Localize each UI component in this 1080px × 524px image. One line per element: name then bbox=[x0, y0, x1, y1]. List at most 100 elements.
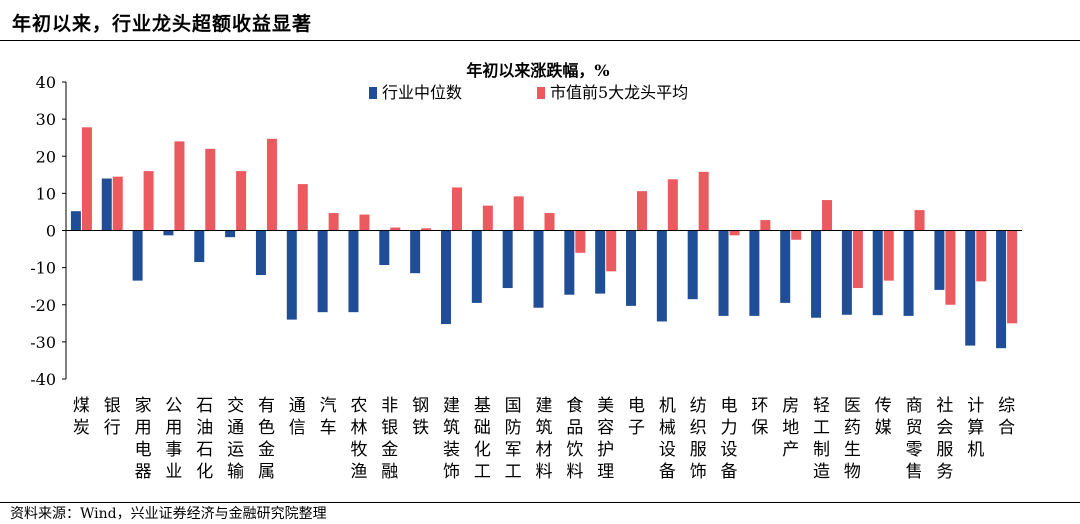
bar-top5-23 bbox=[760, 220, 771, 231]
bar-median-19 bbox=[626, 230, 637, 306]
x-tick-label: 公用事业 bbox=[165, 396, 182, 482]
bar-median-11 bbox=[379, 230, 390, 266]
bar-top5-25 bbox=[822, 200, 833, 231]
x-tick-label: 纺织服饰 bbox=[690, 396, 707, 482]
x-tick-label: 电子 bbox=[628, 396, 645, 438]
bar-median-21 bbox=[687, 230, 698, 300]
bar-top5-6 bbox=[236, 171, 247, 231]
x-tick-label: 计算机 bbox=[967, 396, 984, 460]
bar-top5-21 bbox=[698, 171, 709, 231]
header: 年初以来，行业龙头超额收益显著 bbox=[0, 0, 1080, 40]
y-tick-label: 20 bbox=[36, 147, 56, 166]
x-tick-label: 汽车 bbox=[320, 396, 337, 438]
x-tick-label: 轻工制造 bbox=[813, 396, 830, 482]
x-tick-label: 房地产 bbox=[782, 396, 799, 460]
bar-top5-7 bbox=[266, 138, 277, 231]
bar-median-16 bbox=[533, 230, 544, 308]
bar-median-17 bbox=[564, 230, 575, 295]
bar-top5-9 bbox=[328, 213, 339, 231]
x-tick-label: 建筑装饰 bbox=[443, 396, 460, 482]
bar-top5-11 bbox=[390, 227, 401, 231]
bar-median-12 bbox=[410, 230, 421, 274]
x-tick-label: 通信 bbox=[289, 396, 306, 438]
x-tick-label: 钢铁 bbox=[412, 396, 429, 438]
bar-median-15 bbox=[502, 230, 513, 289]
y-tick-label: 40 bbox=[36, 73, 56, 92]
bar-top5-31 bbox=[1007, 230, 1018, 324]
bar-top5-13 bbox=[451, 187, 462, 231]
bar-median-27 bbox=[872, 230, 883, 316]
x-tick-label: 社会服务 bbox=[936, 396, 953, 482]
x-tick-label: 银行 bbox=[104, 396, 121, 438]
bar-median-3 bbox=[132, 230, 143, 281]
x-tick-label: 农林牧渔 bbox=[350, 396, 367, 482]
bar-top5-30 bbox=[976, 230, 987, 282]
bar-top5-3 bbox=[143, 171, 154, 231]
bar-median-22 bbox=[718, 230, 729, 316]
x-tick-label: 基础化工 bbox=[474, 396, 491, 482]
bar-median-28 bbox=[903, 230, 914, 316]
page-title: 年初以来，行业龙头超额收益显著 bbox=[12, 13, 313, 35]
x-tick-label: 石油石化 bbox=[196, 396, 213, 482]
bar-median-5 bbox=[194, 230, 205, 263]
x-tick-label: 环保 bbox=[751, 396, 768, 438]
x-tick-label: 有色金属 bbox=[258, 396, 275, 482]
bar-median-7 bbox=[255, 230, 266, 276]
bar-top5-12 bbox=[421, 228, 432, 231]
y-tick-label: -40 bbox=[30, 370, 56, 389]
bar-top5-22 bbox=[729, 230, 740, 236]
bar-top5-19 bbox=[637, 191, 648, 231]
bar-top5-18 bbox=[606, 230, 617, 272]
x-tick-label: 非银金融 bbox=[381, 396, 398, 482]
bar-median-9 bbox=[317, 230, 328, 313]
bar-top5-28 bbox=[914, 210, 925, 231]
bar-top5-15 bbox=[513, 196, 524, 231]
x-tick-label: 美容护理 bbox=[597, 396, 614, 482]
y-tick-label: 30 bbox=[36, 110, 56, 129]
chart-title: 年初以来涨跌幅，% bbox=[466, 61, 609, 80]
y-tick-label: -10 bbox=[30, 259, 56, 278]
bar-median-4 bbox=[163, 230, 174, 236]
y-tick-label: -20 bbox=[30, 296, 56, 315]
x-tick-label: 电力设备 bbox=[721, 396, 738, 482]
x-tick-label: 建筑材料 bbox=[536, 396, 553, 482]
footer-divider bbox=[0, 502, 1080, 503]
bar-median-25 bbox=[811, 230, 822, 318]
bar-top5-27 bbox=[883, 230, 894, 281]
bar-top5-4 bbox=[174, 141, 185, 231]
bar-median-29 bbox=[934, 230, 945, 290]
chart: 年初以来涨跌幅，%行业中位数 市值前5大龙头平均 40 30 20 10 0 -10 -20 -3… bbox=[30, 61, 1022, 482]
bar-median-6 bbox=[225, 230, 236, 238]
bar-top5-26 bbox=[852, 230, 863, 289]
bar-top5-16 bbox=[544, 213, 555, 231]
bar-top5-5 bbox=[205, 148, 216, 231]
bar-median-13 bbox=[440, 230, 451, 325]
bar-top5-14 bbox=[482, 205, 493, 231]
bar-median-20 bbox=[656, 230, 667, 322]
bar-median-24 bbox=[780, 230, 791, 303]
bar-median-8 bbox=[286, 230, 297, 320]
bar-median-30 bbox=[965, 230, 976, 346]
x-tick-label: 商贸零售 bbox=[906, 396, 923, 482]
bar-top5-17 bbox=[575, 230, 586, 253]
bar-median-23 bbox=[749, 230, 760, 316]
bar-top5-8 bbox=[297, 184, 308, 231]
x-tick-label: 医药生物 bbox=[844, 396, 861, 482]
bar-top5-2 bbox=[112, 176, 123, 231]
header-divider bbox=[0, 40, 1080, 41]
bar-median-1 bbox=[70, 211, 81, 231]
y-tick-label: 0 bbox=[46, 222, 56, 241]
x-tick-label: 食品饮料 bbox=[566, 396, 583, 482]
legend-label-1: 行业中位数 bbox=[382, 83, 462, 102]
x-tick-label: 综合 bbox=[998, 396, 1015, 438]
bar-top5-24 bbox=[791, 230, 802, 240]
bar-top5-29 bbox=[945, 230, 956, 305]
bar-top5-20 bbox=[667, 179, 678, 231]
y-tick-label: -30 bbox=[30, 333, 56, 352]
bar-median-10 bbox=[348, 230, 359, 313]
bar-median-18 bbox=[595, 230, 606, 294]
bar-top5-1 bbox=[81, 127, 92, 231]
legend-label-2: 市值前5大龙头平均 bbox=[550, 83, 688, 102]
x-tick-label: 煤炭 bbox=[73, 396, 90, 438]
x-tick-label: 国防军工 bbox=[505, 396, 522, 482]
